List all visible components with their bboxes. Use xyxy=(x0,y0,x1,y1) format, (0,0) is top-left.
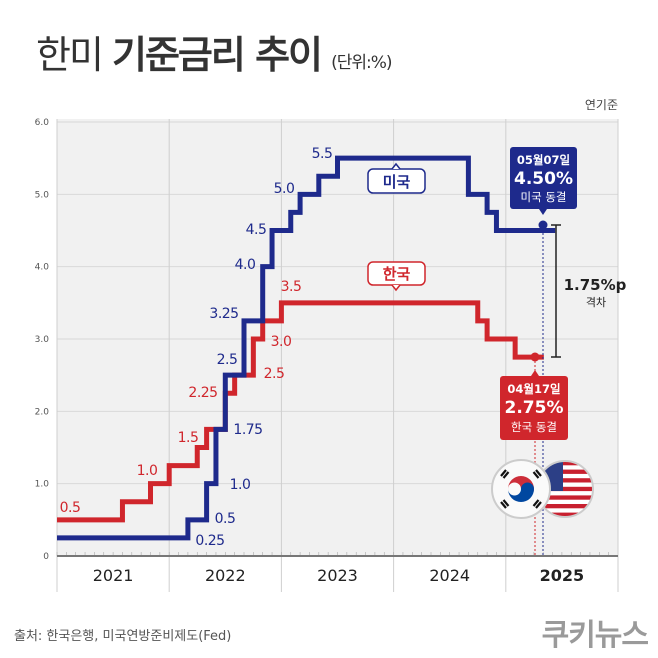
y-tick-label: 2.0 xyxy=(35,407,50,417)
us-callout-rate: 4.50% xyxy=(514,169,573,189)
korea-rate-line xyxy=(57,300,544,523)
korea-callout: 04월17일 2.75% 한국 동결 xyxy=(500,370,568,440)
korea-series-tag: 한국 xyxy=(367,261,426,292)
title-bold: 기준금리 추이 xyxy=(112,33,323,77)
us-value-label: 2.5 xyxy=(217,352,238,368)
us-flag-icon xyxy=(536,460,594,518)
us-value-label: 5.0 xyxy=(274,181,295,197)
korea-callout-date: 04월17일 xyxy=(507,382,560,396)
x-tick-label: 2023 xyxy=(317,566,358,585)
us-value-label: 3.25 xyxy=(209,306,238,322)
korea-tag-text: 한국 xyxy=(383,265,411,283)
x-tick-label: 2025 xyxy=(540,566,585,585)
us-series-tag: 미국 xyxy=(367,162,426,194)
y-tick-label: 0 xyxy=(43,552,49,562)
us-value-label: 0.25 xyxy=(195,533,224,549)
title-unit: (단위:%) xyxy=(331,53,392,73)
korea-value-label: 3.0 xyxy=(271,334,292,350)
us-value-label: 1.0 xyxy=(230,477,251,493)
y-tick-label: 4.0 xyxy=(35,263,50,273)
us-tag-text: 미국 xyxy=(383,173,411,191)
page-title: 한미 기준금리 추이 (단위:%) xyxy=(36,24,393,79)
us-value-label: 0.5 xyxy=(215,511,236,527)
gap-value: 1.75%p xyxy=(564,276,627,294)
x-tick-label: 2024 xyxy=(429,566,470,585)
korea-value-label: 3.5 xyxy=(281,279,302,295)
publisher-logo: 쿠키뉴스 xyxy=(541,618,649,653)
us-callout-note: 미국 동결 xyxy=(521,190,567,204)
x-tick-label: 2022 xyxy=(205,566,246,585)
korea-callout-note: 한국 동결 xyxy=(511,420,557,434)
gap-bracket xyxy=(551,224,561,358)
korea-value-label: 2.5 xyxy=(264,366,285,382)
us-callout-date: 05월07일 xyxy=(517,153,570,167)
us-value-label: 5.5 xyxy=(312,146,333,162)
korea-value-label: 2.25 xyxy=(188,385,217,401)
basis-note: 연기준 xyxy=(584,98,618,112)
korea-value-label: 0.5 xyxy=(60,500,81,516)
gap-label: 격차 xyxy=(586,296,606,309)
korea-callout-rate: 2.75% xyxy=(505,398,564,418)
us-value-label: 4.5 xyxy=(246,222,267,238)
korea-value-label: 1.0 xyxy=(137,463,158,479)
us-value-label: 1.75 xyxy=(233,422,262,438)
source-note: 출처: 한국은행, 미국연방준비제도(Fed) xyxy=(14,629,232,644)
x-tick-label: 2021 xyxy=(93,566,134,585)
korea-value-label: 1.5 xyxy=(178,430,199,446)
us-value-label: 4.0 xyxy=(235,257,256,273)
y-tick-label: 3.0 xyxy=(35,335,50,345)
us-callout: 05월07일 4.50% 미국 동결 xyxy=(510,147,577,215)
title-light: 한미 xyxy=(36,33,104,77)
y-tick-label: 1.0 xyxy=(35,480,50,490)
y-tick-label: 5.0 xyxy=(35,190,50,200)
korea-flag-icon xyxy=(491,459,551,519)
us-rate-line xyxy=(57,155,556,541)
y-tick-label: 6.0 xyxy=(35,118,50,128)
